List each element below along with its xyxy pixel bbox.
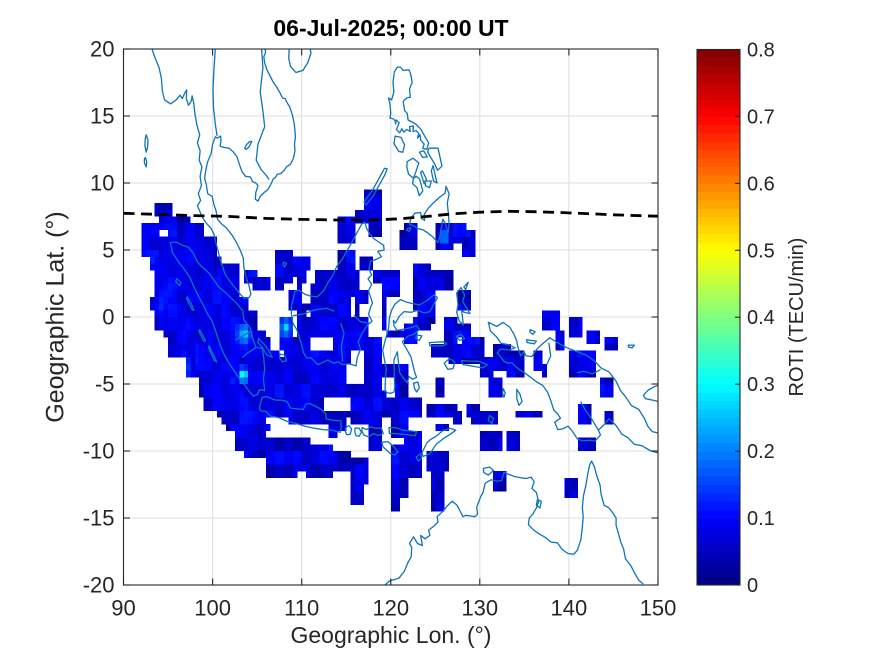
svg-text:0: 0 xyxy=(102,305,114,330)
svg-text:110: 110 xyxy=(284,596,319,621)
svg-text:0.4: 0.4 xyxy=(747,307,775,329)
svg-text:10: 10 xyxy=(90,171,114,196)
svg-text:130: 130 xyxy=(461,596,498,621)
svg-text:-10: -10 xyxy=(83,439,115,464)
svg-text:0.1: 0.1 xyxy=(747,508,775,530)
svg-text:0.8: 0.8 xyxy=(747,40,775,62)
svg-text:Geographic Lon. (°): Geographic Lon. (°) xyxy=(291,622,492,648)
svg-text:ROTI (TECU/min): ROTI (TECU/min) xyxy=(786,238,808,397)
svg-text:120: 120 xyxy=(372,596,409,621)
svg-text:150: 150 xyxy=(640,596,677,621)
svg-text:5: 5 xyxy=(102,238,114,263)
svg-text:0: 0 xyxy=(747,575,758,597)
svg-text:0.5: 0.5 xyxy=(747,240,775,262)
svg-text:20: 20 xyxy=(90,37,114,62)
svg-text:Geographic Lat. (°): Geographic Lat. (°) xyxy=(42,211,70,423)
svg-text:140: 140 xyxy=(551,596,588,621)
svg-text:-15: -15 xyxy=(83,506,115,531)
svg-text:90: 90 xyxy=(111,596,135,621)
svg-text:0.2: 0.2 xyxy=(747,441,775,463)
svg-text:-5: -5 xyxy=(95,372,115,397)
svg-text:0.7: 0.7 xyxy=(747,106,775,128)
svg-text:0.3: 0.3 xyxy=(747,374,775,396)
svg-text:15: 15 xyxy=(90,104,114,129)
svg-text:-20: -20 xyxy=(83,573,115,598)
svg-text:100: 100 xyxy=(194,596,231,621)
svg-text:0.6: 0.6 xyxy=(747,173,775,195)
svg-text:06-Jul-2025; 00:00 UT: 06-Jul-2025; 00:00 UT xyxy=(273,15,508,41)
